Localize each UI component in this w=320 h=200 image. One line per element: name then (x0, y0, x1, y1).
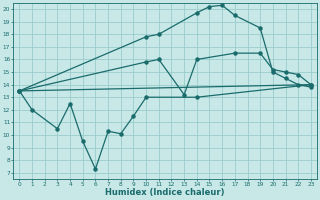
X-axis label: Humidex (Indice chaleur): Humidex (Indice chaleur) (105, 188, 225, 197)
